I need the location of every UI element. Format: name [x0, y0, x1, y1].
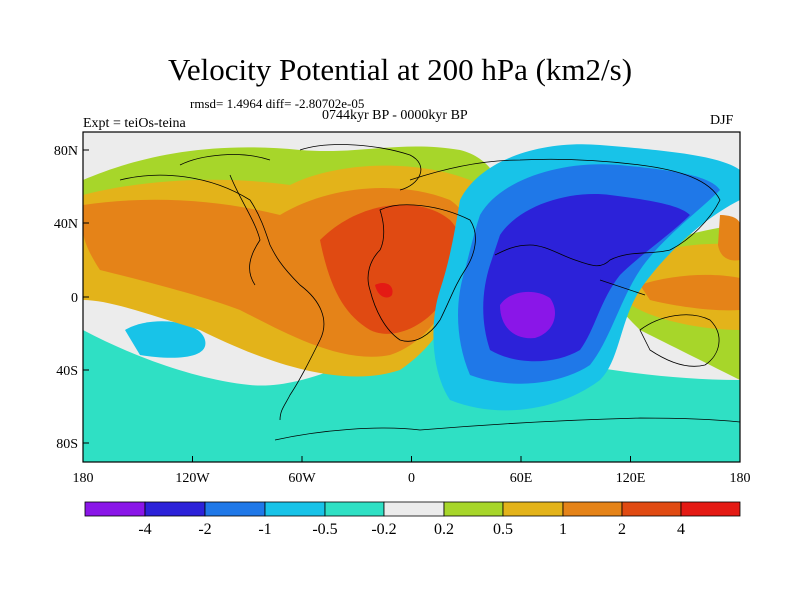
colorbar-label: 4: [677, 521, 685, 538]
map-title: Velocity Potential at 200 hPa (km2/s): [167, 52, 633, 87]
y-tick-label: 40N: [54, 217, 78, 232]
colorbar-label: 1: [559, 521, 567, 538]
colorbar-swatch: [621, 501, 682, 517]
rmsd-diff-label: rmsd= 1.4964 diff= -2.80702e-05: [190, 96, 365, 111]
x-tick-label: 60E: [510, 471, 533, 486]
colorbar-swatch: [680, 501, 741, 517]
velocity-potential-field: [83, 132, 740, 462]
x-tick-label: 120W: [175, 471, 210, 486]
y-tick-label: 40S: [56, 364, 78, 379]
cyan-pacific-south: [125, 321, 206, 358]
period-label: 0744kyr BP - 0000kyr BP: [322, 108, 468, 123]
colorbar-swatch: [562, 501, 623, 517]
y-tick-label: 80N: [54, 144, 78, 159]
coastlines: [119, 144, 740, 441]
y-tick-label: 80S: [56, 437, 78, 452]
colorbar-swatch: [264, 501, 326, 517]
colorbar-swatch: [144, 501, 206, 517]
colorbar: [84, 501, 741, 517]
colorbar-label: -0.2: [371, 521, 396, 538]
colorbar-swatch: [84, 501, 146, 517]
y-tick-label: 0: [71, 291, 78, 306]
colorbar-label: 2: [618, 521, 626, 538]
colorbar-label: -1: [258, 521, 271, 538]
colorbar-swatch: [204, 501, 266, 517]
x-tick-label: 120E: [616, 471, 646, 486]
colorbar-swatch: [443, 501, 504, 517]
red-orange-africa: [320, 204, 461, 334]
red-core: [375, 283, 393, 298]
positive-cyan-south: [83, 330, 740, 462]
colorbar-label: -4: [138, 521, 151, 538]
x-tick-label: 180: [730, 471, 751, 486]
colorbar-swatch: [502, 501, 564, 517]
x-tick-label: 180: [73, 471, 94, 486]
orange-pacific: [640, 274, 740, 311]
season-label: DJF: [710, 113, 734, 128]
x-tick-label: 0: [408, 471, 415, 486]
colorbar-swatch: [324, 501, 385, 517]
colorbar-label: -2: [198, 521, 211, 538]
colorbar-label: 0.5: [493, 521, 513, 538]
orange-east-edge: [718, 215, 740, 261]
x-tick-label: 60W: [288, 471, 316, 486]
colorbar-swatch: [383, 501, 445, 517]
colorbar-label: 0.2: [434, 521, 454, 538]
purple-minimum: [500, 291, 555, 339]
colorbar-label: -0.5: [312, 521, 337, 538]
axis-ticks: [82, 149, 741, 462]
experiment-label: Expt = teiOs-teina: [83, 116, 186, 131]
